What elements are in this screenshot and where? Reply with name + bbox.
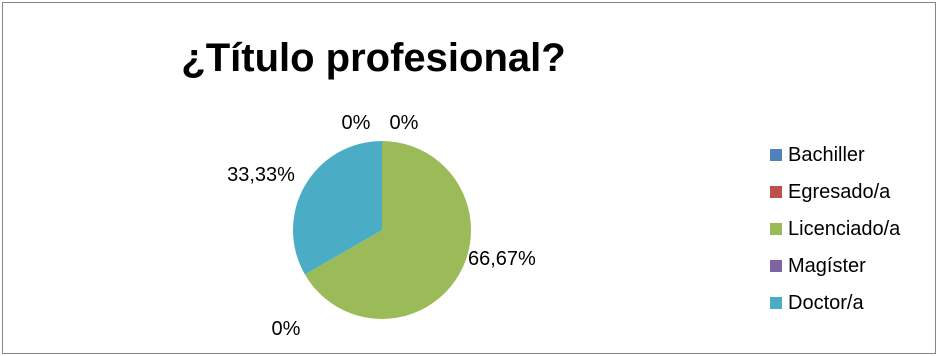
legend-swatch	[770, 149, 782, 161]
legend-swatch	[770, 186, 782, 198]
pie-slice-licenciado-a	[304, 141, 471, 319]
legend-swatch	[770, 223, 782, 235]
legend-label: Magíster	[788, 255, 866, 277]
legend-swatch	[770, 260, 782, 272]
legend-label: Doctor/a	[788, 292, 864, 314]
legend-label: Licenciado/a	[788, 218, 901, 240]
data-label-mag-ster: 0%	[272, 318, 301, 340]
legend-label: Bachiller	[788, 144, 865, 166]
data-label-licenciado-a: 66,67%	[468, 248, 536, 270]
data-label-egresado-a: 0%	[390, 112, 419, 134]
legend-swatch	[770, 297, 782, 309]
pie-slice-doctor-a	[293, 140, 382, 275]
legend-label: Egresado/a	[788, 181, 891, 203]
data-label-doctor-a: 33,33%	[227, 164, 295, 186]
chart-title: ¿Título profesional?	[181, 36, 566, 80]
data-label-bachiller: 0%	[342, 112, 371, 134]
